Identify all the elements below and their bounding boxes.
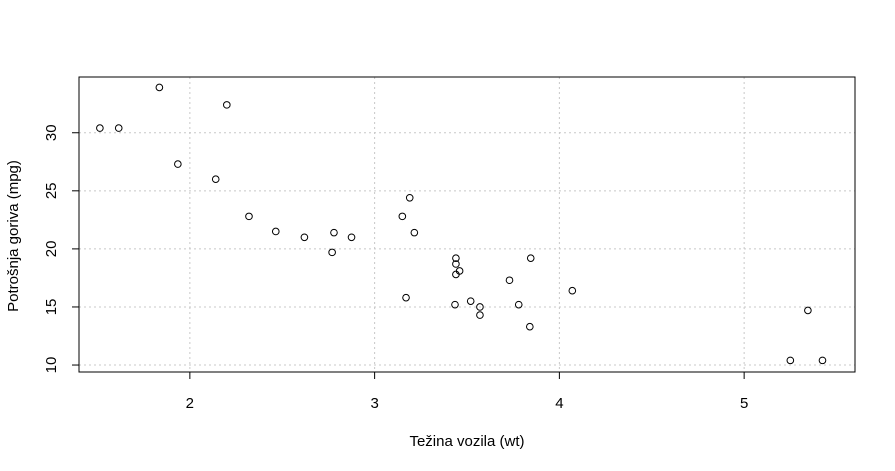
y-tick-label: 20 [43,241,60,258]
data-point [451,300,459,309]
y-tick-label: 15 [43,299,60,316]
data-point [818,356,827,365]
data-point [452,270,460,279]
data-point [526,254,535,262]
y-axis: 10 15 20 25 30 [43,124,80,374]
data-point [410,228,419,237]
data-point [526,322,534,331]
data-point [211,175,220,184]
x-axis-label: Težina vozila (wt) [409,433,524,450]
data-point [786,356,795,365]
x-tick-label: 3 [370,395,378,412]
plot-area-border [78,76,856,373]
data-point [223,101,231,109]
x-tick-label: 4 [555,395,563,412]
data-point [330,228,338,237]
data-point [402,293,410,302]
data-point [514,300,523,309]
y-tick-label: 30 [43,124,60,141]
x-tick-label: 5 [740,395,748,412]
data-point [271,227,280,236]
x-tick-label: 2 [186,395,194,412]
y-tick-label: 10 [43,357,60,374]
data-point [174,160,182,168]
data-point [452,254,460,262]
data-point [398,212,407,221]
data-points [96,83,827,365]
data-point [347,233,356,242]
data-point [476,311,484,319]
data-point [155,83,164,92]
data-point [300,233,309,242]
grid-lines [79,77,855,372]
data-point [328,248,336,257]
data-point [96,124,104,132]
data-point [114,124,123,132]
data-point [568,286,577,295]
data-point [804,306,812,315]
data-point [476,303,484,311]
data-point [405,193,414,202]
data-point [245,212,253,221]
x-axis: 2 3 4 5 [186,371,748,412]
y-tick-label: 25 [43,182,60,199]
data-point [466,297,475,305]
data-point [505,276,514,285]
data-point [452,260,460,268]
y-axis-label: Potrošnja goriva (mpg) [5,160,22,312]
